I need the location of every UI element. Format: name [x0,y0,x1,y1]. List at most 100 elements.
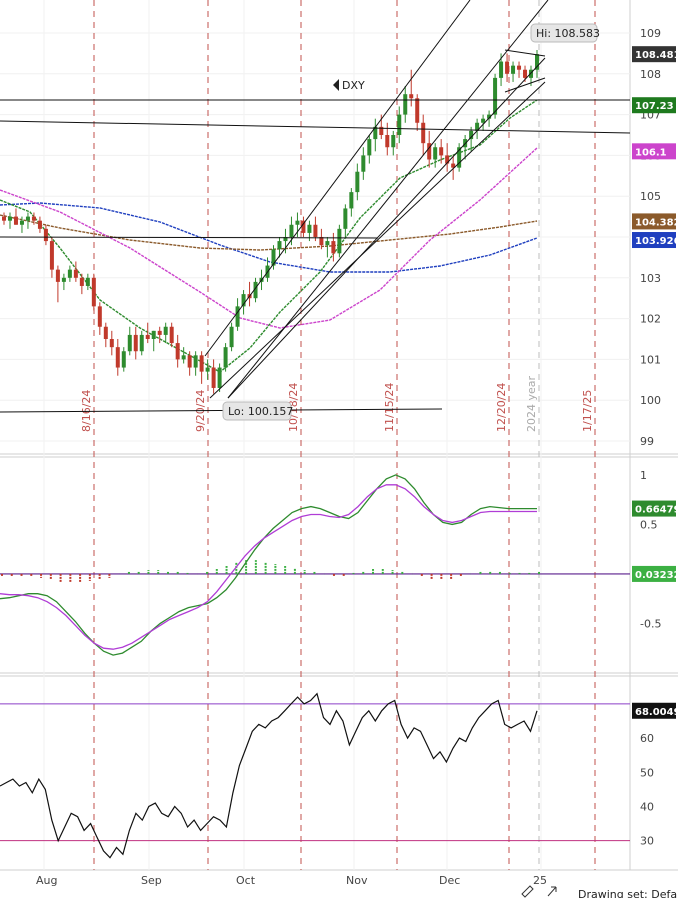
candle-body [361,155,366,172]
price-plot [0,0,630,413]
value-tags: 108.481 107.23 106.1 104.382 103.926 0.66479 0… [632,46,678,719]
channel-upper-line [204,0,471,357]
rsi-tick-label: 60 [640,732,654,745]
ma-green-line [0,99,538,373]
channel-lower-line-2 [209,81,546,399]
date-marker-label: 1/17/25 [581,390,594,432]
hline-price-tag: 107.23 [632,97,676,114]
price-tick-label: 102 [640,313,661,326]
date-marker-label: 2024 year [525,375,538,432]
candle-body [409,94,414,99]
date-markers: 8/16/24 9/20/24 10/18/24 11/15/24 12/20/24 20… [80,0,596,870]
candle-body [511,65,516,74]
rsi-tick-label: 30 [640,835,654,848]
candle-body [397,114,402,135]
lo-callout-box [222,401,292,421]
candle-body [13,216,18,225]
candle-body [31,216,36,221]
candle-body [469,130,474,140]
ma-magenta-tag: 106.1 [632,143,676,160]
candle-body [55,269,60,282]
candle-body [343,208,348,229]
candle-body [457,147,462,168]
candle-body [301,220,306,233]
candle-body [73,269,78,278]
low-horizontal-line [0,408,443,413]
rsi-line [0,692,538,859]
candle-body [7,216,12,221]
candle-body [379,126,384,135]
month-tick-label: 25 [533,874,547,887]
flag-top-line [504,49,546,57]
symbol-label: DXY [342,79,365,92]
arrow-icon[interactable] [547,886,557,897]
date-marker-label: 10/18/24 [287,383,300,432]
macd-tick-label: 0.5 [640,518,658,531]
candles [2,50,539,394]
symbol-marker-icon [333,79,339,91]
hi-callout-box [530,23,598,43]
candle-body [133,334,138,352]
downtrend-line [0,120,630,134]
macd-hist-box [632,565,676,582]
price-tick-label: 100 [640,394,661,407]
candle-body [319,237,324,246]
rsi-value-box [632,702,676,719]
candle-body [205,367,210,372]
candle-body [139,334,144,352]
price-tick-label: 103 [640,272,661,285]
candle-body [85,277,90,286]
rsi-value-tag: 68.0049 [632,702,678,719]
drawing-tool-icons[interactable] [521,885,557,898]
last-price-tag-text: 108.481 [635,50,678,61]
pencil-icon[interactable] [521,885,534,898]
macd-plot [0,474,630,656]
price-tick-label: 109 [640,27,661,40]
ma-brown-tag: 104.382 [632,213,678,230]
channel-upper-line-2 [227,0,549,399]
candle-body [187,355,192,368]
macd-tick-label: -0.5 [640,617,661,630]
ma-magenta-tag-text: 106.1 [635,147,667,158]
candle-body [271,249,276,266]
rsi-plot [0,692,630,859]
month-tick-label: Sep [141,874,162,887]
candle-body [91,277,96,307]
macd-value-text: 0.66479 [635,505,678,516]
candle-body [103,326,108,339]
candle-body [49,241,54,270]
price-tick-label: 108 [640,68,661,81]
candle-body [451,163,456,168]
price-tick-label: 105 [640,190,661,203]
candle-body [127,334,132,352]
candle-body [385,135,390,148]
ma-brown-tag-box [632,213,676,230]
candle-body [289,224,294,237]
candle-body [337,228,342,254]
lo-callout: Lo: 100.157 [228,405,293,418]
channel-lower-line [227,57,546,399]
macd-hist-tag: 0.03232 [632,565,678,582]
ma-brown-line [0,214,538,251]
hline-price-tag-text: 107.23 [635,101,674,112]
candle-body [445,155,450,164]
candle-body [169,326,174,344]
rsi-value-text: 68.0049 [635,707,678,718]
candle-body [373,126,378,140]
candle-body [229,326,234,348]
candle-body [79,277,84,286]
candle-body [193,355,198,368]
candle-body [517,65,522,70]
candle-body [367,139,372,156]
candle-body [313,224,318,237]
ma-magenta-line [0,147,538,329]
month-tick-label: Oct [236,874,256,887]
candle-body [151,330,156,339]
candle-body [43,228,48,242]
candle-body [37,220,42,229]
price-tick-label: 99 [640,435,654,448]
date-marker-label: 11/15/24 [383,383,396,432]
macd-hist-text: 0.03232 [635,570,678,581]
ma-blue-line [0,202,538,273]
